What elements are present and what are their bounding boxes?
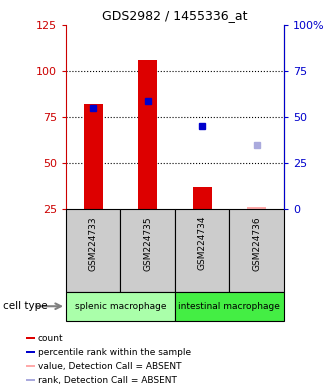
Bar bbox=[138, 60, 157, 209]
Bar bbox=[120, 209, 175, 292]
Title: GDS2982 / 1455336_at: GDS2982 / 1455336_at bbox=[102, 9, 248, 22]
Bar bbox=[175, 292, 284, 321]
Bar bbox=[66, 292, 175, 321]
Text: percentile rank within the sample: percentile rank within the sample bbox=[38, 348, 191, 357]
Bar bbox=[229, 209, 284, 292]
Text: GSM224733: GSM224733 bbox=[89, 216, 98, 270]
Text: intestinal macrophage: intestinal macrophage bbox=[179, 302, 280, 311]
Text: value, Detection Call = ABSENT: value, Detection Call = ABSENT bbox=[38, 362, 182, 371]
Bar bbox=[247, 207, 266, 209]
Bar bbox=[26, 337, 35, 339]
Bar bbox=[26, 365, 35, 367]
Bar bbox=[26, 351, 35, 353]
Bar bbox=[66, 209, 120, 292]
Text: GSM224736: GSM224736 bbox=[252, 216, 261, 270]
Text: GSM224735: GSM224735 bbox=[143, 216, 152, 270]
Bar bbox=[175, 209, 229, 292]
Text: GSM224734: GSM224734 bbox=[198, 216, 207, 270]
Text: count: count bbox=[38, 334, 64, 343]
Bar bbox=[84, 104, 103, 209]
Bar bbox=[193, 187, 212, 209]
Text: splenic macrophage: splenic macrophage bbox=[75, 302, 166, 311]
Text: rank, Detection Call = ABSENT: rank, Detection Call = ABSENT bbox=[38, 376, 177, 384]
Bar bbox=[26, 379, 35, 381]
Text: cell type: cell type bbox=[3, 301, 48, 311]
